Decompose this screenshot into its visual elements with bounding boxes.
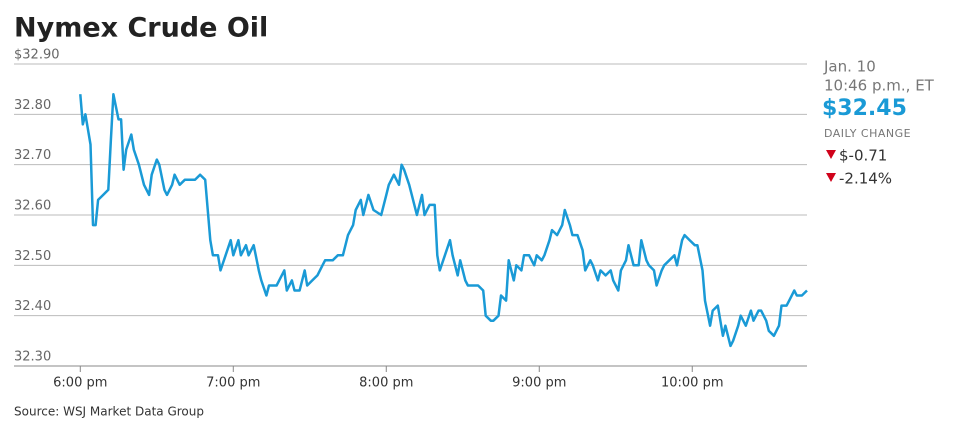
change-label: DAILY CHANGE [824, 127, 911, 140]
down-arrow [826, 150, 836, 159]
down-arrow [826, 173, 836, 182]
x-tick-label: 9:00 pm [512, 376, 566, 391]
change: $-0.71 [839, 147, 887, 165]
date: Jan. 10 [823, 58, 876, 76]
chart-title: Nymex Crude Oil [14, 13, 268, 44]
y-tick-label: 32.50 [14, 249, 51, 264]
x-tick-label: 8:00 pm [359, 376, 413, 391]
source: Source: WSJ Market Data Group [14, 405, 204, 419]
y-tick-label: 32.30 [14, 350, 51, 365]
change-pct: -2.14% [839, 170, 892, 188]
y-tick-label: 32.70 [14, 148, 51, 163]
y-tick-label: $32.90 [14, 48, 60, 63]
y-tick-label: 32.80 [14, 98, 51, 113]
x-tick-label: 6:00 pm [53, 376, 107, 391]
time: 10:46 p.m., ET [824, 77, 935, 95]
y-tick-label: 32.40 [14, 299, 51, 314]
price-line [79, 92, 808, 348]
x-tick-label: 10:00 pm [661, 376, 724, 391]
price: $32.45 [822, 96, 907, 121]
y-tick-label: 32.60 [14, 199, 51, 214]
x-tick-label: 7:00 pm [206, 376, 260, 391]
